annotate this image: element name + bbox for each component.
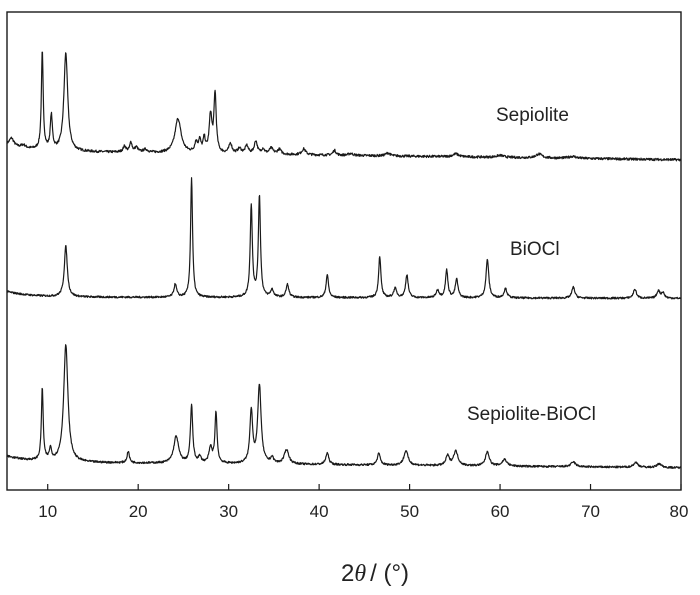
x-tick-label-30: 30 [219,502,238,521]
series-label-sepiolite: Sepiolite [496,105,569,126]
x-tick-label-60: 60 [491,502,510,521]
series-line-sepiolite [6,51,682,162]
x-axis-tick-labels: 10 20 30 40 50 60 70 80 [38,502,688,521]
x-axis-title-theta: θ [354,561,366,587]
x-axis-ticks [47,484,682,490]
x-axis-title: 2θ / (°) [341,560,409,587]
x-tick-label-10: 10 [38,502,57,521]
x-tick-label-80: 80 [670,502,689,521]
x-tick-label-70: 70 [581,502,600,521]
series-traces [6,51,682,470]
x-axis-title-prefix: 2 [341,560,354,587]
series-line-sepiolite-biocl [6,344,682,470]
series-label-biocl: BiOCl [510,239,560,260]
series-label-sepiolite-biocl: Sepiolite-BiOCl [467,404,596,425]
plot-frame [6,11,682,491]
x-tick-label-50: 50 [400,502,419,521]
series-labels: Sepiolite BiOCl Sepiolite-BiOCl [467,105,596,425]
x-tick-label-20: 20 [129,502,148,521]
x-tick-label-40: 40 [310,502,329,521]
x-axis-title-unit: / (°) [370,560,409,587]
series-line-biocl [6,177,682,300]
